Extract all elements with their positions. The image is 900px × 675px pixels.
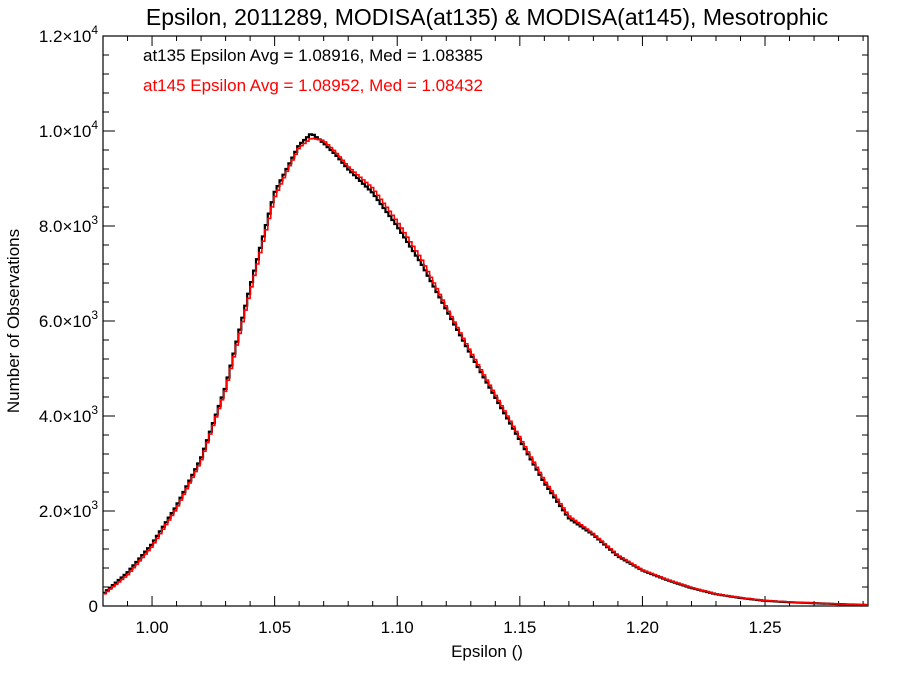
y-tick-mantissa: 4.0×10 bbox=[39, 407, 91, 426]
x-tick-label: 1.20 bbox=[626, 618, 659, 637]
y-tick-label: 6.0×103 bbox=[39, 308, 98, 331]
x-tick-label: 1.15 bbox=[503, 618, 536, 637]
y-tick-exponent: 3 bbox=[91, 213, 98, 227]
y-tick-label: 1.0×104 bbox=[39, 118, 98, 141]
plot-frame bbox=[102, 35, 869, 607]
y-tick-exponent: 4 bbox=[91, 23, 98, 37]
y-tick-mantissa: 6.0×10 bbox=[39, 312, 91, 331]
y-tick-label: 4.0×103 bbox=[39, 403, 98, 426]
chart-title: Epsilon, 2011289, MODISA(at135) & MODISA… bbox=[146, 4, 828, 30]
y-tick-exponent: 3 bbox=[91, 498, 98, 512]
y-axis-label: Number of Observations bbox=[4, 229, 23, 413]
y-tick-exponent: 3 bbox=[91, 308, 98, 322]
y-tick-label: 2.0×103 bbox=[39, 498, 98, 521]
x-tick-label: 1.25 bbox=[748, 618, 781, 637]
y-tick-mantissa: 1.2×10 bbox=[39, 27, 91, 46]
y-tick-exponent: 3 bbox=[91, 403, 98, 417]
stats-at135: at135 Epsilon Avg = 1.08916, Med = 1.083… bbox=[143, 46, 483, 65]
x-tick-label: 1.00 bbox=[135, 618, 168, 637]
y-tick-mantissa: 8.0×10 bbox=[39, 217, 91, 236]
y-tick-labels: 02.0×1034.0×1036.0×1038.0×1031.0×1041.2×… bbox=[39, 23, 98, 616]
y-tick-label: 0 bbox=[89, 597, 98, 616]
x-tick-label: 1.10 bbox=[381, 618, 414, 637]
y-tick-label: 8.0×103 bbox=[39, 213, 98, 236]
series-layer bbox=[103, 133, 868, 607]
x-axis-label: Epsilon () bbox=[451, 642, 523, 661]
y-tick-label: 1.2×104 bbox=[39, 23, 98, 46]
stats-at145: at145 Epsilon Avg = 1.08952, Med = 1.084… bbox=[143, 76, 483, 95]
y-tick-mantissa: 2.0×10 bbox=[39, 502, 91, 521]
y-tick-exponent: 4 bbox=[91, 118, 98, 132]
series-at145-line bbox=[103, 137, 868, 606]
y-tick-mantissa: 0 bbox=[89, 597, 98, 616]
series-at135-line bbox=[103, 133, 868, 607]
y-tick-mantissa: 1.0×10 bbox=[39, 122, 91, 141]
axis-ticks bbox=[103, 35, 868, 607]
x-tick-label: 1.05 bbox=[258, 618, 291, 637]
x-tick-labels: 1.00 1.05 1.10 1.15 1.20 1.25 bbox=[135, 618, 781, 637]
